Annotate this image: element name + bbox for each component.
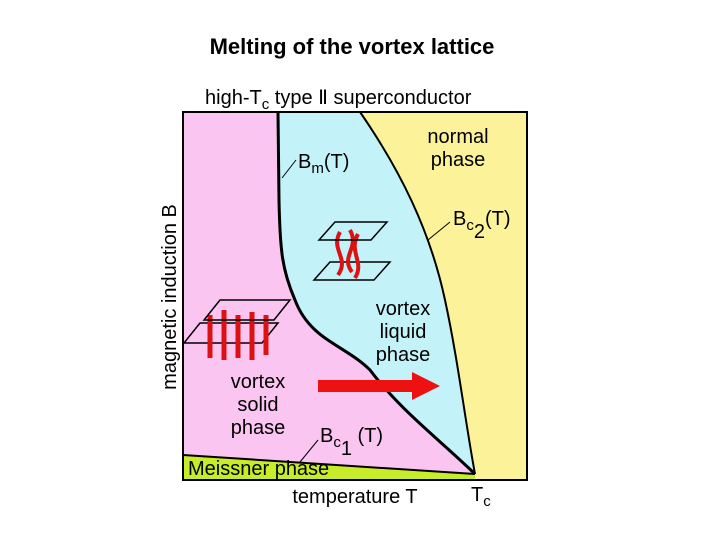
bc1-pointer — [299, 439, 319, 463]
frame — [182, 111, 528, 481]
title: Melting of the vortex lattice — [210, 34, 495, 59]
bc2-line — [359, 111, 476, 475]
label-line: solid — [237, 394, 278, 416]
bc2-label: Bc2(T) — [453, 208, 511, 243]
label-sub: m — [311, 160, 324, 177]
label-line: vortex — [376, 298, 430, 320]
normal-label: normal phase — [427, 126, 488, 171]
tc-label: Tc — [471, 484, 491, 510]
label-text: B — [298, 151, 311, 173]
bc1-label: Bc1 (T) — [320, 425, 383, 460]
header-sub: c — [262, 96, 270, 113]
label-rest: (T) — [485, 208, 511, 230]
label-line: phase — [376, 344, 431, 366]
label-sub: c — [333, 434, 341, 451]
header: high-Tc type Ⅱ superconductor — [205, 87, 472, 113]
header-text: high-T — [205, 87, 262, 109]
bm-pointer — [281, 159, 297, 179]
solid-region — [183, 112, 475, 474]
vortex-liquid-icon — [312, 221, 392, 281]
liquid-label: vortex liquid phase — [376, 298, 431, 366]
label-line: liquid — [380, 321, 427, 343]
label-line: normal — [427, 126, 488, 148]
bm-line — [276, 111, 477, 476]
solid-label: vortex solid phase — [231, 371, 286, 439]
label-line: phase — [431, 149, 486, 171]
label-sub: 2 — [474, 221, 485, 243]
label-rest: (T) — [352, 425, 383, 447]
bc2-pointer — [427, 221, 451, 241]
meissner-region — [183, 455, 475, 480]
label-text: T — [471, 484, 483, 506]
label-sub: 1 — [341, 438, 352, 460]
y-axis-label: magnetic induction B — [159, 204, 181, 390]
bm-label: Bm(T) — [298, 151, 349, 177]
meissner-label: Meissner phase — [188, 458, 329, 480]
melting-arrow — [318, 372, 440, 400]
label-text: B — [453, 208, 466, 230]
x-axis-label: temperature T — [292, 486, 417, 508]
vortex-solid-icon — [182, 299, 292, 360]
label-line: phase — [231, 417, 286, 439]
label-line: vortex — [231, 371, 285, 393]
label-text: B — [320, 425, 333, 447]
label-sub: c — [483, 493, 491, 510]
header-rest: type Ⅱ superconductor — [269, 87, 472, 109]
label-sub: c — [466, 217, 474, 234]
bc1-line — [182, 454, 476, 475]
label-rest: (T) — [324, 151, 350, 173]
